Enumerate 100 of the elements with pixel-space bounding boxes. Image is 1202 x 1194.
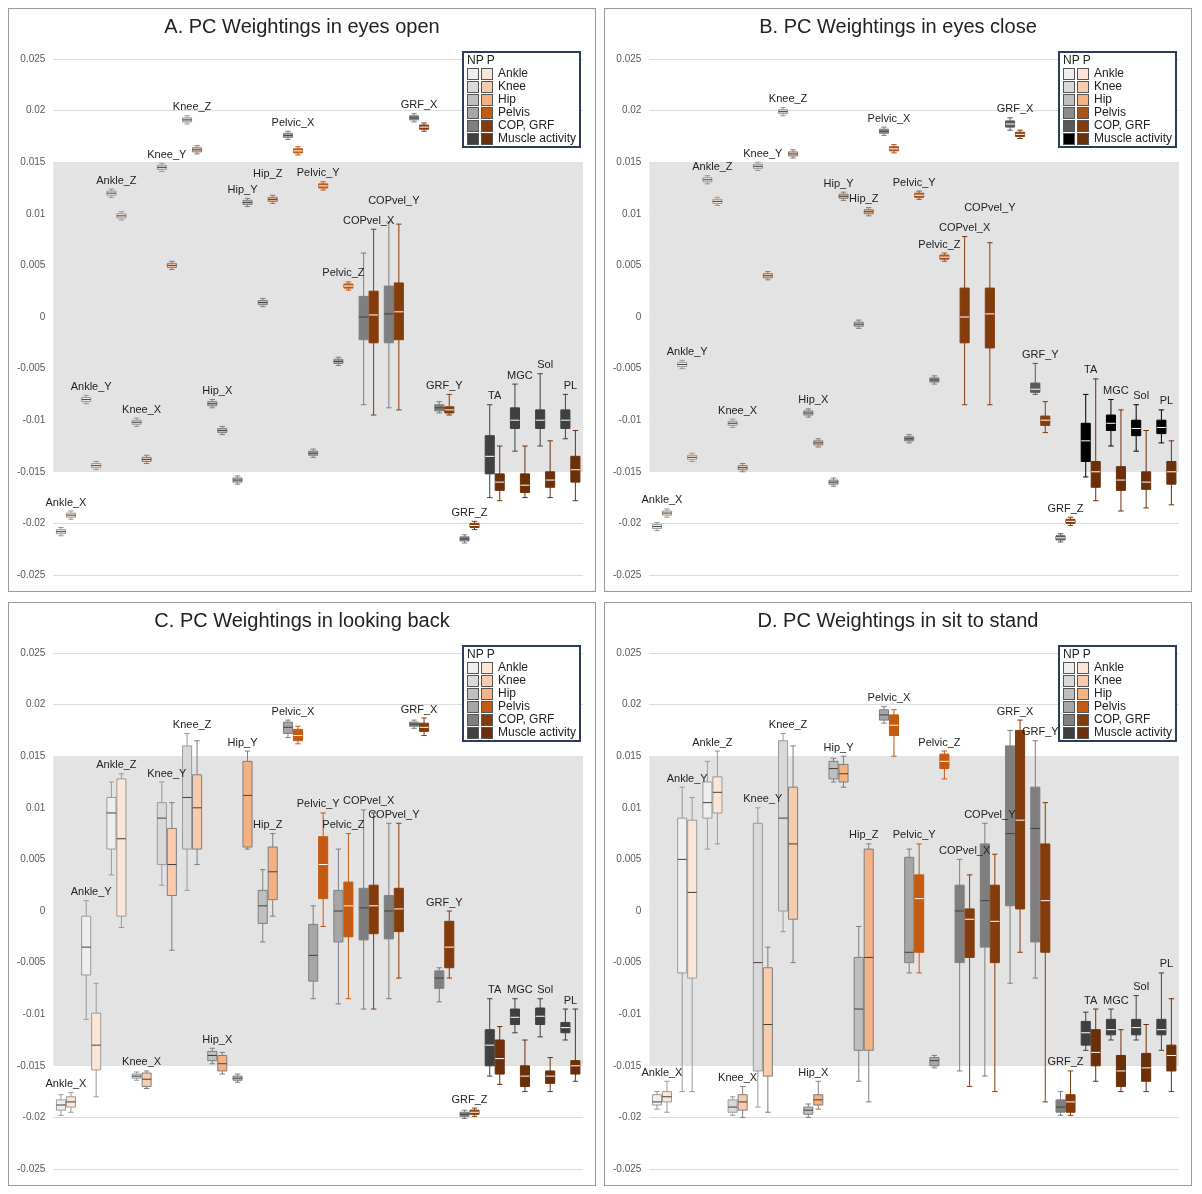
y-tick-label: -0.02 xyxy=(618,1111,642,1123)
legend-label: Knee xyxy=(497,673,526,687)
chart-title: A. PC Weightings in eyes open xyxy=(163,14,441,39)
x-tick-label: Pelvic_X xyxy=(271,115,316,128)
x-tick-label: GRF_Y xyxy=(425,378,464,391)
y-tick-label: 0 xyxy=(39,310,46,322)
x-tick-label: Pelvic_Y xyxy=(892,175,937,188)
y-tick-label: 0.01 xyxy=(621,207,642,219)
x-tick-label: Hip_X xyxy=(202,1032,233,1045)
y-tick-label: 0 xyxy=(635,310,642,322)
x-tick-label: Hip_Z xyxy=(849,828,879,841)
x-tick-label: MGC xyxy=(1103,384,1129,397)
y-tick-label: -0.015 xyxy=(17,465,46,477)
x-tick-label: TA xyxy=(488,389,502,402)
y-tick-label: 0.015 xyxy=(616,749,642,761)
y-tick-label: 0.02 xyxy=(621,698,642,710)
y-tick-label: 0.02 xyxy=(25,698,46,710)
x-tick-label: Hip_Y xyxy=(227,182,259,195)
legend-label: Ankle xyxy=(497,66,528,80)
x-tick-label: Knee_X xyxy=(718,1070,758,1083)
x-tick-label: GRF_X xyxy=(400,98,439,111)
y-tick-label: 0 xyxy=(39,904,46,916)
y-tick-label: -0.025 xyxy=(17,1162,46,1174)
legend-label: Ankle xyxy=(497,660,528,674)
x-tick-label: Knee_Y xyxy=(147,147,188,160)
x-tick-label: Hip_Y xyxy=(227,735,259,748)
legend-label: Pelvis xyxy=(497,105,530,119)
y-tick-label: -0.01 xyxy=(22,413,46,425)
x-tick-label: Knee_Z xyxy=(768,92,808,105)
y-tick-label: -0.02 xyxy=(618,517,642,529)
legend-label: Muscle activity xyxy=(497,131,576,145)
x-tick-label: TA xyxy=(1084,363,1098,376)
legend-title: NP P xyxy=(1062,53,1092,67)
x-tick-label: Ankle_Z xyxy=(96,758,137,771)
legend-label: Ankle xyxy=(1093,66,1124,80)
x-tick-label: Sol xyxy=(1133,980,1150,993)
legend-label: Pelvis xyxy=(1093,699,1126,713)
x-tick-label: GRF_Y xyxy=(1021,725,1060,738)
chart-title: C. PC Weightings in looking back xyxy=(153,608,451,633)
legend-label: Hip xyxy=(1093,92,1112,106)
y-tick-label: 0.005 xyxy=(616,259,642,271)
legend-label: Ankle xyxy=(1093,660,1124,674)
x-tick-label: Hip_Z xyxy=(849,192,879,205)
y-tick-label: -0.015 xyxy=(17,1059,46,1071)
x-tick-label: PL xyxy=(1159,957,1174,970)
y-tick-label: 0.01 xyxy=(25,801,46,813)
x-tick-label: GRF_X xyxy=(400,702,439,715)
x-tick-label: Knee_Y xyxy=(743,792,784,805)
x-tick-label: MGC xyxy=(507,368,533,381)
y-tick-label: 0.025 xyxy=(20,646,46,658)
x-tick-label: Hip_Y xyxy=(823,176,855,189)
x-tick-label: Pelvic_Z xyxy=(322,266,365,279)
legend-label: Knee xyxy=(497,79,526,93)
x-tick-label: Hip_Z xyxy=(253,818,283,831)
legend-label: Pelvis xyxy=(1093,105,1126,119)
legend-label: COP, GRF xyxy=(497,712,555,726)
x-tick-label: Ankle_Z xyxy=(96,173,137,186)
x-tick-label: PL xyxy=(563,378,578,391)
x-tick-label: Hip_X xyxy=(798,393,829,406)
legend-label: Muscle activity xyxy=(1093,725,1172,739)
x-tick-label: Knee_X xyxy=(718,403,758,416)
legend-label: Muscle activity xyxy=(497,725,576,739)
x-tick-label: Knee_X xyxy=(122,1055,162,1068)
x-tick-label: Ankle_Z xyxy=(692,735,733,748)
x-tick-label: Pelvic_X xyxy=(867,691,912,704)
x-tick-label: Ankle_Y xyxy=(70,885,113,898)
x-tick-label: Sol xyxy=(537,983,554,996)
legend-label: COP, GRF xyxy=(1093,118,1151,132)
x-tick-label: Knee_Y xyxy=(147,766,188,779)
x-tick-label: Pelvic_Y xyxy=(892,828,937,841)
y-tick-label: -0.01 xyxy=(618,413,642,425)
x-tick-label: Pelvic_X xyxy=(271,704,316,717)
x-tick-label: Pelvic_Y xyxy=(296,166,341,179)
y-tick-label: 0.015 xyxy=(616,155,642,167)
x-tick-label: MGC xyxy=(507,983,533,996)
y-tick-label: -0.005 xyxy=(17,362,46,374)
y-tick-label: 0.015 xyxy=(20,749,46,761)
y-tick-label: -0.005 xyxy=(613,956,642,968)
y-tick-label: 0.025 xyxy=(616,646,642,658)
y-tick-label: 0.015 xyxy=(20,155,46,167)
x-tick-label: TA xyxy=(1084,993,1098,1006)
y-tick-label: 0.01 xyxy=(25,207,46,219)
x-tick-label: GRF_Z xyxy=(1047,1055,1084,1068)
y-tick-label: -0.015 xyxy=(613,465,642,477)
chart-title: D. PC Weightings in sit to stand xyxy=(756,608,1040,633)
y-tick-label: -0.02 xyxy=(22,517,46,529)
x-tick-label: Ankle_X xyxy=(45,1077,88,1090)
x-tick-label: Ankle_Y xyxy=(666,771,709,784)
x-tick-label: Pelvic_Y xyxy=(296,797,341,810)
chart-title: B. PC Weightings in eyes close xyxy=(758,14,1038,39)
x-tick-label: Ankle_Z xyxy=(692,160,733,173)
x-tick-label: Pelvic_Z xyxy=(918,237,961,250)
x-tick-label: Ankle_X xyxy=(641,493,684,506)
x-tick-label: Knee_Y xyxy=(743,146,784,159)
x-tick-label: Knee_Z xyxy=(768,718,808,731)
x-tick-label: Sol xyxy=(1133,389,1150,402)
x-tick-label: Knee_X xyxy=(122,402,162,415)
x-tick-label: Ankle_X xyxy=(641,1065,684,1078)
x-tick-label: Ankle_Y xyxy=(70,379,113,392)
x-tick-label: Ankle_X xyxy=(45,495,88,508)
